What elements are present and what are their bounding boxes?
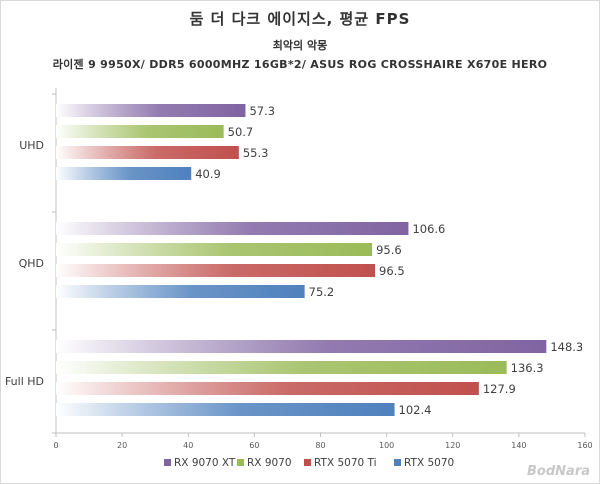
bar-rx-9070-xt-full-hd — [56, 340, 547, 353]
watermark-logo: BodNara — [527, 464, 590, 479]
bar-rx-9070-xt-qhd — [56, 222, 409, 235]
bar-rx-9070-full-hd — [56, 361, 507, 374]
legend-swatch-rtx-5070-ti — [304, 459, 311, 466]
x-tick-label: 40 — [183, 441, 193, 450]
bar-rtx-5070-ti-uhd — [56, 146, 239, 159]
x-tick-label: 20 — [117, 441, 127, 450]
category-label-full-hd: Full HD — [5, 375, 44, 388]
data-label-rx-9070-qhd: 95.6 — [376, 243, 402, 257]
chart-subtitle: 최악의 악몽 — [272, 39, 328, 52]
data-label-rtx-5070-ti-qhd: 96.5 — [379, 264, 405, 278]
legend-label-rtx-5070-ti: RTX 5070 Ti — [314, 457, 377, 469]
legend-label-rx-9070-xt: RX 9070 XT — [174, 457, 236, 469]
data-label-rtx-5070-ti-uhd: 55.3 — [243, 146, 269, 160]
chart-title: 둠 더 다크 에이지스, 평균 FPS — [189, 10, 411, 28]
category-label-qhd: QHD — [19, 257, 44, 270]
x-tick-label: 140 — [511, 441, 526, 450]
legend-swatch-rx-9070-xt — [164, 459, 171, 466]
x-tick-label: 0 — [53, 441, 58, 450]
bar-rtx-5070-full-hd — [56, 403, 395, 416]
bar-rx-9070-qhd — [56, 243, 373, 256]
x-tick-label: 60 — [249, 441, 259, 450]
legend-label-rtx-5070: RTX 5070 — [404, 457, 454, 469]
legend-swatch-rx-9070 — [237, 459, 244, 466]
x-tick-label: 160 — [577, 441, 592, 450]
bar-rx-9070-xt-uhd — [56, 104, 246, 117]
bar-rtx-5070-ti-full-hd — [56, 382, 479, 395]
legend-swatch-rtx-5070 — [394, 459, 401, 466]
bar-rtx-5070-qhd — [56, 285, 305, 298]
data-label-rx-9070-full-hd: 136.3 — [511, 361, 544, 375]
x-tick-label: 120 — [445, 441, 460, 450]
chart-system-spec: 라이젠 9 9950X/ DDR5 6000MHZ 16GB*2/ ASUS R… — [52, 58, 548, 71]
data-label-rtx-5070-qhd: 75.2 — [309, 285, 335, 299]
bar-rx-9070-uhd — [56, 125, 224, 138]
data-label-rtx-5070-ti-full-hd: 127.9 — [483, 382, 516, 396]
bar-rtx-5070-uhd — [56, 167, 192, 180]
bar-rtx-5070-ti-qhd — [56, 264, 376, 277]
category-label-uhd: UHD — [19, 139, 44, 152]
data-label-rx-9070-xt-qhd: 106.6 — [412, 222, 445, 236]
x-tick-label: 80 — [315, 441, 325, 450]
data-label-rx-9070-uhd: 50.7 — [228, 125, 254, 139]
legend-label-rx-9070: RX 9070 — [247, 457, 292, 469]
x-tick-label: 100 — [379, 441, 394, 450]
data-label-rtx-5070-full-hd: 102.4 — [399, 403, 432, 417]
data-label-rx-9070-xt-uhd: 57.3 — [249, 104, 275, 118]
data-label-rx-9070-xt-full-hd: 148.3 — [550, 340, 583, 354]
data-label-rtx-5070-uhd: 40.9 — [195, 167, 221, 181]
